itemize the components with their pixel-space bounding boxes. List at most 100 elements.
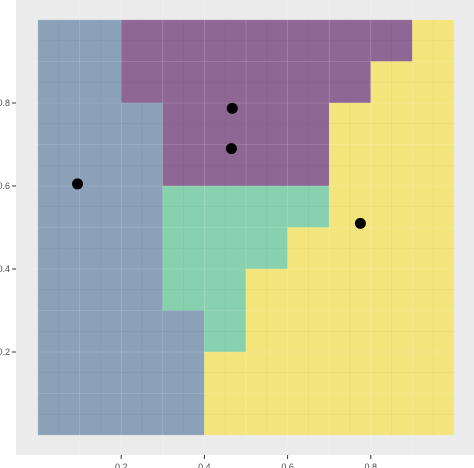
heatmap-cell xyxy=(370,61,413,104)
heatmap-cell xyxy=(204,144,247,187)
data-point xyxy=(225,143,237,155)
y-tick-label: 0.2 xyxy=(0,347,10,357)
heatmap-cell xyxy=(245,185,288,228)
heatmap-cell xyxy=(121,19,163,62)
heatmap-cell xyxy=(245,227,288,270)
heatmap-cell xyxy=(370,351,413,394)
heatmap-cell xyxy=(329,268,371,311)
heatmap-cell xyxy=(370,19,413,62)
heatmap-cell xyxy=(37,185,80,228)
x-tick-label: 0.2 xyxy=(115,462,128,468)
data-point xyxy=(354,217,366,229)
heatmap-cell xyxy=(287,185,330,228)
heatmap-cell xyxy=(245,310,288,353)
heatmap-cell xyxy=(370,227,413,270)
x-axis-ticks: 0.2 0.4 0.6 0.8 xyxy=(115,455,377,468)
heatmap-cell xyxy=(245,268,288,311)
heatmap-cell xyxy=(162,144,205,187)
heatmap-cell xyxy=(287,268,330,311)
heatmap-cell xyxy=(37,19,80,62)
heatmap-cell xyxy=(204,351,247,394)
heatmap-cell xyxy=(121,351,163,394)
heatmap-cell xyxy=(329,144,371,187)
data-points xyxy=(72,102,366,229)
heatmap-cell xyxy=(121,310,163,353)
heatmap-cell xyxy=(412,351,455,394)
heatmap-cell xyxy=(121,61,163,104)
heatmap-cell xyxy=(162,310,205,353)
heatmap-cell xyxy=(204,102,247,145)
heatmap-cell xyxy=(79,393,122,436)
x-tick-label: 0.4 xyxy=(198,462,211,468)
heatmap-cell xyxy=(204,310,247,353)
heatmap-cell xyxy=(412,310,455,353)
heatmap-cell xyxy=(162,61,205,104)
heatmap-cell xyxy=(412,393,455,436)
heatmap-cell xyxy=(79,61,122,104)
y-tick-label: 0.8 xyxy=(0,98,10,108)
y-tick-label: 0.6 xyxy=(0,181,10,191)
heatmap-cell xyxy=(204,227,247,270)
heatmap-cell xyxy=(79,102,122,145)
heatmap-cell xyxy=(329,19,371,62)
heatmap-cell xyxy=(162,102,205,145)
x-tick-label: 0.8 xyxy=(365,462,378,468)
heatmap-cell xyxy=(370,102,413,145)
heatmap-cell xyxy=(370,144,413,187)
heatmap-cell xyxy=(121,227,163,270)
heatmap-cell xyxy=(79,351,122,394)
heatmap-cell xyxy=(204,268,247,311)
heatmap-cell xyxy=(121,144,163,187)
heatmap-cell xyxy=(121,185,163,228)
heatmap-cell xyxy=(370,268,413,311)
heatmap-cell xyxy=(162,185,205,228)
heatmap-cell xyxy=(37,144,80,187)
heatmap-cell xyxy=(162,227,205,270)
y-axis-ticks: 0.2 0.4 0.6 0.8 xyxy=(0,98,16,357)
heatmap-cell xyxy=(412,61,455,104)
grid-lines xyxy=(16,0,474,455)
heatmap-cell xyxy=(79,227,122,270)
heatmap-cell xyxy=(370,393,413,436)
heatmap-cell xyxy=(287,144,330,187)
heatmap-cell xyxy=(329,61,371,104)
heatmap-cell xyxy=(245,102,288,145)
heatmap-cell xyxy=(79,19,122,62)
heatmap-cell xyxy=(412,19,455,62)
heatmap-cell xyxy=(79,268,122,311)
heatmap-cell xyxy=(412,268,455,311)
heatmap-cell xyxy=(121,268,163,311)
heatmap-cell xyxy=(412,227,455,270)
heatmap-cell xyxy=(412,144,455,187)
heatmap-cell xyxy=(162,393,205,436)
heatmap-cell xyxy=(245,393,288,436)
heatmap-cell xyxy=(287,310,330,353)
heatmap-cell xyxy=(79,185,122,228)
y-tick-label: 0.4 xyxy=(0,264,10,274)
data-point xyxy=(226,102,238,114)
heatmap-cell xyxy=(329,310,371,353)
heatmap-cell xyxy=(37,102,80,145)
heatmap-cell xyxy=(329,227,371,270)
heatmap-cell xyxy=(79,310,122,353)
heatmap-cell xyxy=(329,393,371,436)
heatmap-cell xyxy=(287,61,330,104)
heatmap-cell xyxy=(287,351,330,394)
heatmap-cell xyxy=(37,227,80,270)
heatmap-cell xyxy=(37,351,80,394)
heatmap-cell xyxy=(412,185,455,228)
heatmap-cell xyxy=(412,102,455,145)
heatmap-cell xyxy=(245,144,288,187)
heatmap-cell xyxy=(245,351,288,394)
heatmap-cell xyxy=(162,19,205,62)
heatmap-cell xyxy=(204,185,247,228)
x-tick-label: 0.6 xyxy=(281,462,294,468)
heatmap-cell xyxy=(37,393,80,436)
heatmap-cells xyxy=(37,19,455,436)
heatmap-cell xyxy=(287,393,330,436)
heatmap-cell xyxy=(204,61,247,104)
heatmap-cell xyxy=(121,393,163,436)
heatmap-cell xyxy=(370,310,413,353)
heatmap-cell xyxy=(162,268,205,311)
